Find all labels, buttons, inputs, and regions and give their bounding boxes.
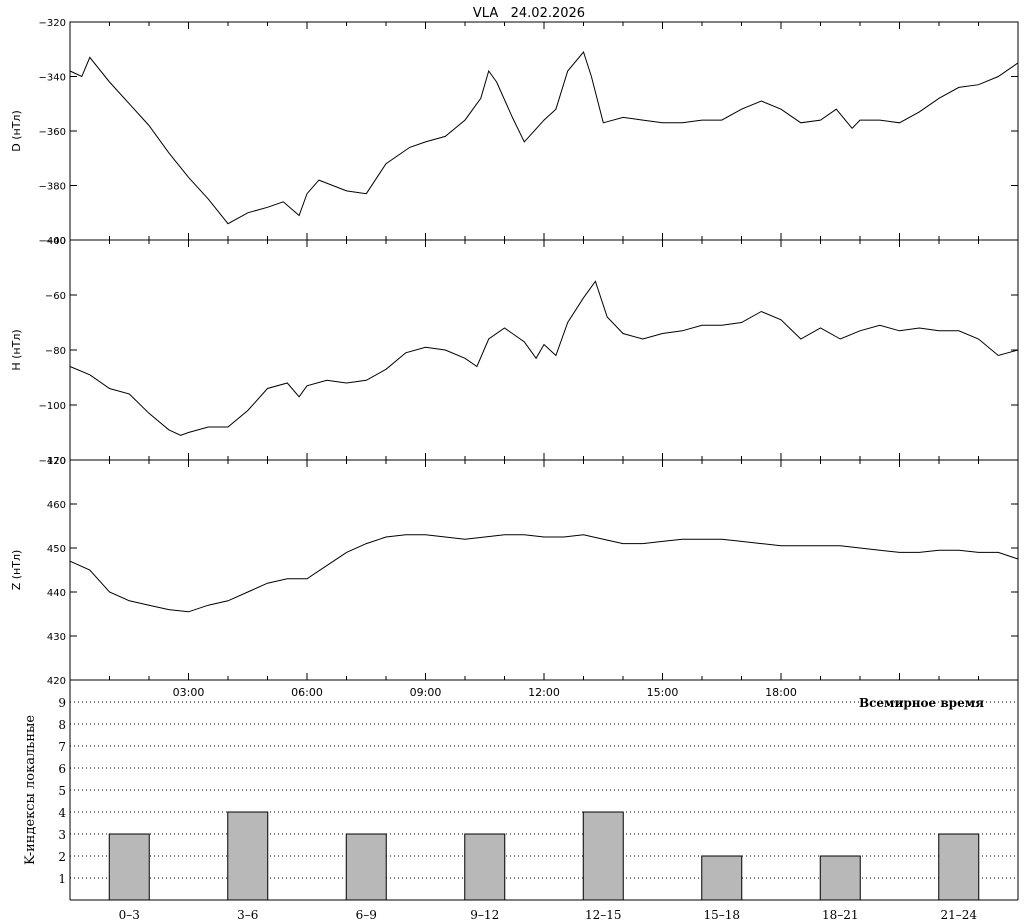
k-index-bar (701, 855, 743, 901)
k-index-bar (108, 833, 150, 901)
y-tick-label: −320 (39, 18, 66, 29)
y-tick-label: 460 (47, 500, 66, 511)
k-tick-label: 3 (58, 828, 66, 842)
y-tick-label: −120 (39, 456, 66, 467)
k-tick-label: 7 (58, 740, 66, 754)
k-index-ylabel: K-индексы локальные (23, 715, 38, 865)
panel-h-ylabel: H (нТл) (10, 329, 23, 370)
panel-z-ylabel: Z (нТл) (10, 550, 23, 591)
k-index-bar (345, 833, 387, 901)
time-tick-label: 18:00 (765, 686, 797, 699)
k-index-bar (938, 833, 980, 901)
y-tick-label: −400 (39, 236, 66, 247)
y-tick-label: −80 (45, 346, 66, 357)
k-index-bar (582, 811, 624, 901)
series-line (69, 534, 1019, 613)
y-tick-label: −360 (39, 127, 66, 138)
k-tick-label: 4 (58, 806, 66, 820)
y-tick-label: 430 (47, 632, 66, 643)
k-category-label: 3–6 (237, 908, 258, 921)
k-category-label: 6–9 (356, 908, 377, 921)
k-tick-label: 5 (58, 784, 66, 798)
chart-title: VLA 24.02.2026 (473, 6, 585, 21)
y-tick-label: −380 (39, 182, 66, 193)
panel-z-frame (69, 459, 1019, 681)
y-tick-label: −340 (39, 73, 66, 84)
y-tick-label: 470 (47, 456, 66, 467)
series-line (69, 50, 1019, 225)
k-tick-label: 8 (58, 718, 66, 732)
k-tick-label: 2 (58, 850, 66, 864)
k-category-label: 12–15 (585, 908, 622, 921)
k-tick-label: 9 (58, 696, 66, 710)
y-tick-label: 440 (47, 588, 66, 599)
k-category-label: 21–24 (940, 908, 977, 921)
y-tick-label: −100 (39, 401, 66, 412)
time-tick-label: 12:00 (528, 686, 560, 699)
time-tick-label: 06:00 (291, 686, 323, 699)
k-category-label: 18–21 (822, 908, 859, 921)
y-tick-label: 420 (47, 676, 66, 687)
series-line (69, 280, 1019, 436)
panel-d-frame (69, 21, 1019, 241)
time-tick-label: 09:00 (410, 686, 442, 699)
k-tick-label: 1 (58, 872, 66, 886)
k-index-bar (464, 833, 506, 901)
time-tick-label: 15:00 (647, 686, 679, 699)
k-category-label: 0–3 (119, 908, 140, 921)
time-tick-label: 03:00 (173, 686, 205, 699)
time-axis-label: Всемирное время (859, 696, 984, 710)
k-category-label: 9–12 (470, 908, 499, 921)
k-tick-label: 6 (58, 762, 66, 776)
y-tick-label: −40 (45, 236, 66, 247)
k-index-bar (819, 855, 861, 901)
y-tick-label: 450 (47, 544, 66, 555)
panel-d-ylabel: D (нТл) (10, 110, 23, 152)
k-category-label: 15–18 (703, 908, 740, 921)
k-index-bar (227, 811, 269, 901)
y-tick-label: −60 (45, 291, 66, 302)
